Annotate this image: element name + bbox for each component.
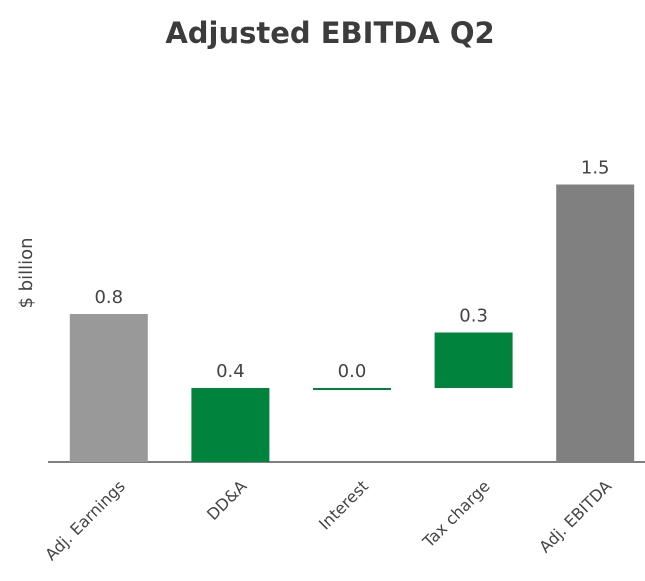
x-tick-label: DD&A <box>203 477 250 524</box>
bar <box>69 314 148 462</box>
data-label: 0.4 <box>216 361 245 382</box>
data-label: 0.3 <box>459 306 488 327</box>
x-tick-label: Interest <box>315 477 372 534</box>
y-axis-label: $ billion <box>16 237 37 308</box>
x-tick-label: Tax charge <box>418 477 493 552</box>
data-label: 1.5 <box>581 158 610 179</box>
bar <box>191 388 270 462</box>
data-label: 0.0 <box>338 361 367 382</box>
chart-title: Adjusted EBITDA Q2 <box>165 16 494 50</box>
data-label: 0.8 <box>94 287 123 308</box>
bar <box>556 184 635 462</box>
bar <box>313 388 391 390</box>
bar <box>434 332 513 388</box>
x-tick-label: Adj. Earnings <box>41 477 129 565</box>
x-tick-label: Adj. EBITDA <box>535 477 615 557</box>
